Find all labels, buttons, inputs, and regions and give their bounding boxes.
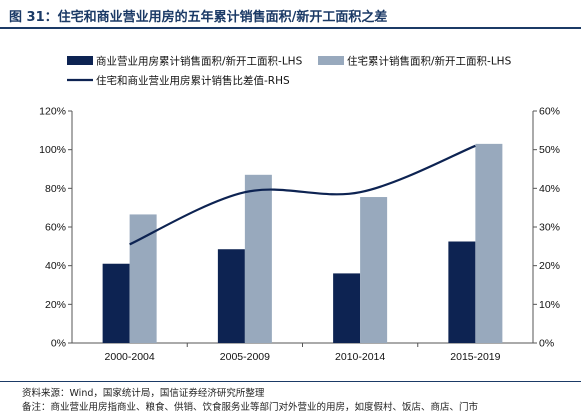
- legend-label-difference: 住宅和商业营业用房累计销售比差值-RHS: [96, 74, 290, 87]
- y-right-tick-label: 50%: [539, 144, 560, 156]
- bar-residential: [360, 197, 388, 343]
- legend-swatch-residential: [318, 56, 344, 65]
- y-right-tick-label: 20%: [539, 260, 560, 272]
- bar-commercial: [448, 241, 476, 343]
- y-right-tick-label: 60%: [539, 106, 560, 118]
- y-left-tick-label: 80%: [45, 183, 66, 195]
- figure-title: 图 31：住宅和商业营业用房的五年累计销售面积/新开工面积之差: [9, 10, 388, 25]
- bar-residential: [475, 143, 503, 343]
- bar-commercial: [333, 273, 361, 343]
- bar-commercial: [217, 249, 245, 343]
- legend-label-residential: 住宅累计销售面积/新开工面积-LHS: [347, 55, 512, 68]
- bar-residential: [129, 214, 157, 343]
- y-left-tick-label: 60%: [45, 222, 66, 234]
- x-tick-label: 2000-2004: [105, 351, 155, 363]
- y-right-tick-label: 40%: [539, 183, 560, 195]
- y-left-tick-label: 0%: [51, 338, 66, 350]
- title-rule: [0, 27, 581, 29]
- chart: 商业营业用房累计销售面积/新开工面积-LHS 住宅累计销售面积/新开工面积-LH…: [39, 55, 560, 364]
- legend: 商业营业用房累计销售面积/新开工面积-LHS 住宅累计销售面积/新开工面积-LH…: [67, 55, 512, 87]
- x-tick-label: 2015-2019: [450, 351, 500, 363]
- y-right-tick-label: 0%: [539, 338, 554, 350]
- legend-label-commercial: 商业营业用房累计销售面积/新开工面积-LHS: [96, 55, 303, 68]
- y-left-tick-label: 40%: [45, 260, 66, 272]
- bars: [102, 143, 503, 343]
- y-left-tick-label: 120%: [39, 106, 66, 118]
- y-right-tick-label: 10%: [539, 299, 560, 311]
- x-tick-label: 2005-2009: [220, 351, 270, 363]
- line-layer: [129, 144, 476, 246]
- legend-swatch-commercial: [67, 56, 93, 65]
- y-left-tick-label: 20%: [45, 299, 66, 311]
- y-left-tick-label: 100%: [39, 144, 66, 156]
- source-note: 资料来源：Wind，国家统计局，国信证券经济研究所整理: [22, 388, 265, 399]
- notes-rule: [0, 381, 581, 382]
- y-right-tick-label: 30%: [539, 222, 560, 234]
- bar-commercial: [102, 263, 130, 343]
- difference-line: [129, 144, 476, 246]
- x-tick-label: 2010-2014: [335, 351, 385, 363]
- remark-note: 备注：商业营业用房指商业、粮食、供销、饮食服务业等部门对外营业的用房，如度假村、…: [22, 402, 479, 413]
- bar-residential: [244, 174, 272, 343]
